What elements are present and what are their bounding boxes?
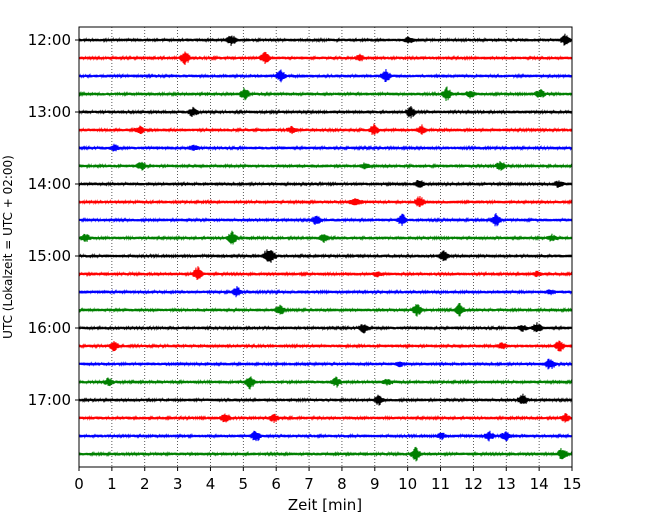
seismic-trace [78, 86, 573, 102]
seismic-trace [78, 180, 573, 188]
seismic-trace [78, 446, 573, 462]
seismic-trace [78, 33, 573, 46]
x-tick-label: 5 [239, 475, 249, 493]
seismic-trace [78, 123, 573, 135]
seismic-trace [78, 393, 573, 406]
seismic-trace [78, 358, 573, 370]
seismic-trace [78, 322, 573, 334]
seismic-trace [78, 286, 573, 298]
seismic-trace [78, 195, 573, 208]
minute-gridlines [111, 27, 540, 467]
y-tick-label: 12:00 [28, 31, 71, 49]
seismic-trace [78, 302, 573, 317]
x-tick-label: 14 [530, 475, 549, 493]
y-axis-ticks: 12:00 13:00 14:00 15:00 16:00 17:00 [28, 31, 79, 409]
x-tick-label: 3 [173, 475, 183, 493]
y-axis-label: UTC (Lokalzeit = UTC + 02:00) [1, 155, 15, 339]
y-tick-label: 13:00 [28, 103, 71, 121]
seismic-trace [78, 161, 573, 171]
seismic-trace [78, 340, 573, 352]
seismic-trace [78, 430, 573, 442]
seismic-traces [78, 33, 573, 462]
x-tick-label: 12 [464, 475, 483, 493]
y-tick-label: 15:00 [28, 247, 71, 265]
x-axis-label: Zeit [min] [288, 496, 362, 514]
seismic-trace [78, 212, 573, 227]
seismic-trace [78, 376, 573, 390]
y-tick-label: 16:00 [28, 319, 71, 337]
seismic-trace [78, 105, 573, 119]
x-tick-label: 9 [370, 475, 380, 493]
seismic-trace [78, 68, 573, 83]
y-tick-label: 17:00 [28, 391, 71, 409]
x-tick-label: 2 [140, 475, 150, 493]
seismic-trace [78, 266, 573, 281]
x-tick-label: 11 [431, 475, 450, 493]
seismic-trace [78, 249, 573, 263]
x-tick-label: 0 [74, 475, 84, 493]
seismic-trace [78, 143, 573, 152]
x-tick-label: 6 [271, 475, 281, 493]
x-tick-label: 10 [398, 475, 417, 493]
seismic-trace [78, 230, 573, 245]
x-tick-label: 8 [337, 475, 347, 493]
x-tick-label: 7 [304, 475, 314, 493]
seismic-trace [78, 413, 573, 424]
y-tick-label: 14:00 [28, 175, 71, 193]
x-tick-label: 13 [497, 475, 516, 493]
seismic-trace [78, 51, 573, 66]
x-tick-label: 15 [562, 475, 581, 493]
x-tick-label: 1 [107, 475, 117, 493]
plot-frame [78, 26, 573, 468]
x-tick-label: 4 [206, 475, 216, 493]
x-axis-ticks: 0 1 2 3 4 5 6 7 8 9 10 11 12 13 14 15 [74, 467, 582, 493]
